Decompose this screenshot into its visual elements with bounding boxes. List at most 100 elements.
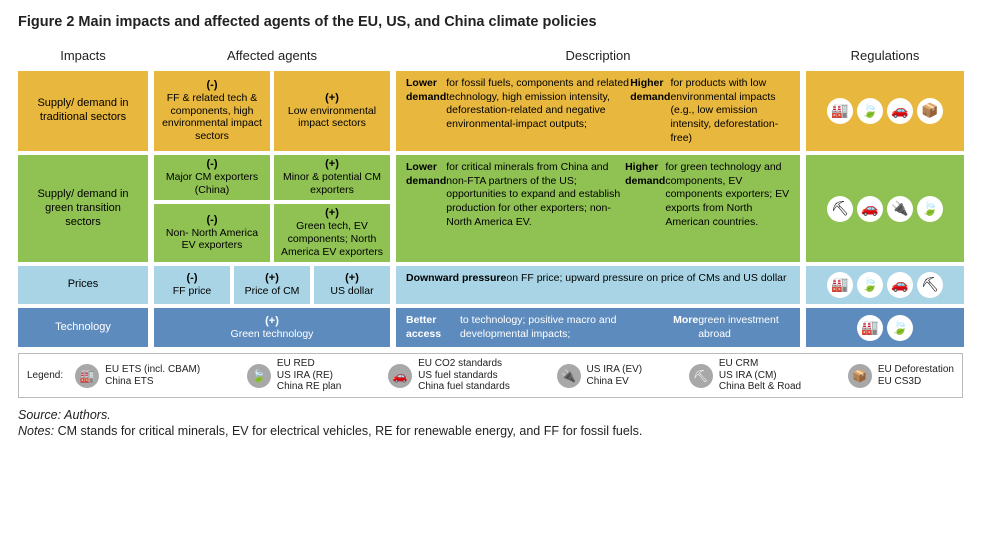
legend-line: US fuel standards [418, 370, 510, 382]
agent-text: Non- North America EV exporters [160, 227, 264, 252]
impact-cell: Supply/ demand in green transition secto… [18, 155, 148, 262]
legend-text: EU ETS (incl. CBAM)China ETS [105, 364, 200, 387]
legend-line: China ETS [105, 376, 200, 388]
box-icon: 📦 [917, 98, 943, 124]
source-value: Authors. [64, 408, 111, 422]
ev-icon: 🔌 [557, 364, 581, 388]
legend-line: EU Deforestation [878, 364, 954, 376]
agents-cell: (+)Green technology [154, 308, 390, 347]
agent-text: FF & related tech & components, high env… [160, 92, 264, 142]
agent-text: Green technology [160, 328, 384, 341]
leaf-icon: 🍃 [857, 272, 883, 298]
mine-icon: ⛏ [827, 196, 853, 222]
legend-line: China EV [587, 376, 643, 388]
description-cell: Better access to technology; positive ma… [396, 308, 800, 347]
agent-box: (-)Major CM exporters (China) [154, 155, 270, 200]
legend-line: EU CS3D [878, 376, 954, 388]
legend-text: EU DeforestationEU CS3D [878, 364, 954, 387]
factory-icon: 🏭 [857, 315, 883, 341]
legend-line: EU RED [277, 358, 341, 370]
ev-icon: 🔌 [887, 196, 913, 222]
agent-box: (+)Minor & potential CM exporters [274, 155, 390, 200]
description-cell: Downward pressure on FF price; upward pr… [396, 266, 800, 304]
description-cell: Lower demand for fossil fuels, component… [396, 71, 800, 151]
legend-line: EU CRM [719, 358, 801, 370]
legend-line: US IRA (CM) [719, 370, 801, 382]
agent-text: Low environmental impact sectors [280, 105, 384, 130]
agent-text: US dollar [320, 285, 384, 298]
agent-sign: (+) [280, 93, 384, 104]
impact-cell: Supply/ demand in traditional sectors [18, 71, 148, 151]
legend-bar: Legend: 🏭 EU ETS (incl. CBAM)China ETS 🍃 EU… [18, 353, 963, 398]
legend-line: China fuel standards [418, 381, 510, 393]
impact-cell: Technology [18, 308, 148, 347]
mine-icon: ⛏ [917, 272, 943, 298]
mine-icon: ⛏ [689, 364, 713, 388]
legend-items: 🏭 EU ETS (incl. CBAM)China ETS 🍃 EU RED US I… [75, 358, 954, 393]
legend-item: 🍃EU REDUS IRA (RE)China RE plan [247, 358, 341, 393]
regulations-cell: ⛏🚗🔌🍃 [806, 155, 964, 262]
agent-sign: (+) [280, 208, 384, 219]
legend-text: US IRA (EV)China EV [587, 364, 643, 387]
agents-cell: (-)FF price (+)Price of CM (+)US dollar [154, 266, 390, 304]
rows-container: Supply/ demand in traditional sectors(-)… [18, 71, 963, 347]
legend-line: China Belt & Road [719, 381, 801, 393]
agent-sign: (-) [160, 159, 264, 170]
leaf-icon: 🍃 [887, 315, 913, 341]
agent-box: (+)Green tech, EV components; North Amer… [274, 204, 390, 262]
col-header-impacts: Impacts [18, 44, 148, 71]
notes-line: Notes: CM stands for critical minerals, … [18, 424, 963, 438]
legend-item: 🚗 EU CO2 standardsUS fuel standardsChina … [388, 358, 510, 393]
col-header-description: Description [396, 44, 800, 71]
agent-text: Price of CM [240, 285, 304, 298]
factory-icon: 🏭 [827, 98, 853, 124]
notes-label: Notes: [18, 424, 54, 438]
car-icon: 🚗 [887, 272, 913, 298]
legend-line: EU CO2 standards [418, 358, 510, 370]
agent-sign: (-) [160, 215, 264, 226]
legend-line: US IRA (EV) [587, 364, 643, 376]
legend-item: 🔌 US IRA (EV)China EV [557, 358, 643, 393]
legend-line: EU ETS (incl. CBAM) [105, 364, 200, 376]
agent-sign: (-) [160, 80, 264, 91]
agent-box: (-)FF & related tech & components, high … [154, 71, 270, 151]
factory-icon: 🏭 [75, 364, 99, 388]
agent-sign: (+) [240, 273, 304, 284]
legend-item: 🏭 EU ETS (incl. CBAM)China ETS [75, 358, 200, 393]
col-header-agents: Affected agents [154, 44, 390, 71]
agent-box: (-)FF price [154, 266, 230, 304]
col-header-regulations: Regulations [806, 44, 964, 71]
impact-cell: Prices [18, 266, 148, 304]
agent-box: (+)US dollar [314, 266, 390, 304]
agent-box: (-)Non- North America EV exporters [154, 204, 270, 262]
agent-sign: (-) [160, 273, 224, 284]
row: Technology(+)Green technologyBetter acce… [18, 308, 963, 347]
car-icon: 🚗 [388, 364, 412, 388]
description-cell: Lower demand for critical minerals from … [396, 155, 800, 262]
legend-item: ⛏ EU CRMUS IRA (CM)China Belt & Road [689, 358, 801, 393]
box-icon: 📦 [848, 364, 872, 388]
regulations-cell: 🏭🍃🚗⛏ [806, 266, 964, 304]
agent-text: Major CM exporters (China) [160, 171, 264, 196]
agents-cell: (-)FF & related tech & components, high … [154, 71, 390, 151]
agent-text: FF price [160, 285, 224, 298]
regulations-cell: 🏭🍃 [806, 308, 964, 347]
agent-sign: (+) [280, 159, 384, 170]
leaf-icon: 🍃 [857, 98, 883, 124]
factory-icon: 🏭 [827, 272, 853, 298]
car-icon: 🚗 [857, 196, 883, 222]
legend-item: 📦 EU DeforestationEU CS3D [848, 358, 954, 393]
leaf-icon: 🍃 [247, 364, 271, 388]
legend-line: China RE plan [277, 381, 341, 393]
regulations-cell: 🏭🍃🚗📦 [806, 71, 964, 151]
row: Prices(-)FF price(+)Price of CM(+)US dol… [18, 266, 963, 304]
notes-value: CM stands for critical minerals, EV for … [58, 424, 643, 438]
agent-box: (+)Low environmental impact sectors [274, 71, 390, 151]
figure-title: Figure 2 Main impacts and affected agent… [18, 14, 963, 30]
legend-label: Legend: [27, 370, 63, 381]
row: Supply/ demand in green transition secto… [18, 155, 963, 262]
source-line: Source: Authors. [18, 408, 963, 422]
source-label: Source: [18, 408, 61, 422]
agent-sign: (+) [160, 316, 384, 327]
leaf-icon: 🍃 [917, 196, 943, 222]
